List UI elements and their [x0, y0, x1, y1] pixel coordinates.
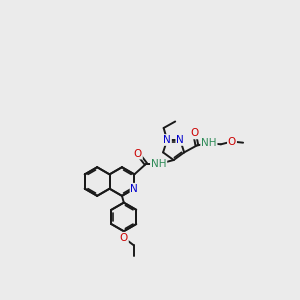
- Text: NH: NH: [151, 159, 167, 169]
- Text: O: O: [120, 233, 128, 243]
- Text: NH: NH: [201, 138, 217, 148]
- Text: N: N: [130, 184, 138, 194]
- Text: O: O: [228, 136, 236, 146]
- Text: N: N: [176, 135, 184, 145]
- Text: N: N: [163, 135, 171, 145]
- Text: O: O: [134, 148, 142, 159]
- Text: O: O: [190, 128, 199, 138]
